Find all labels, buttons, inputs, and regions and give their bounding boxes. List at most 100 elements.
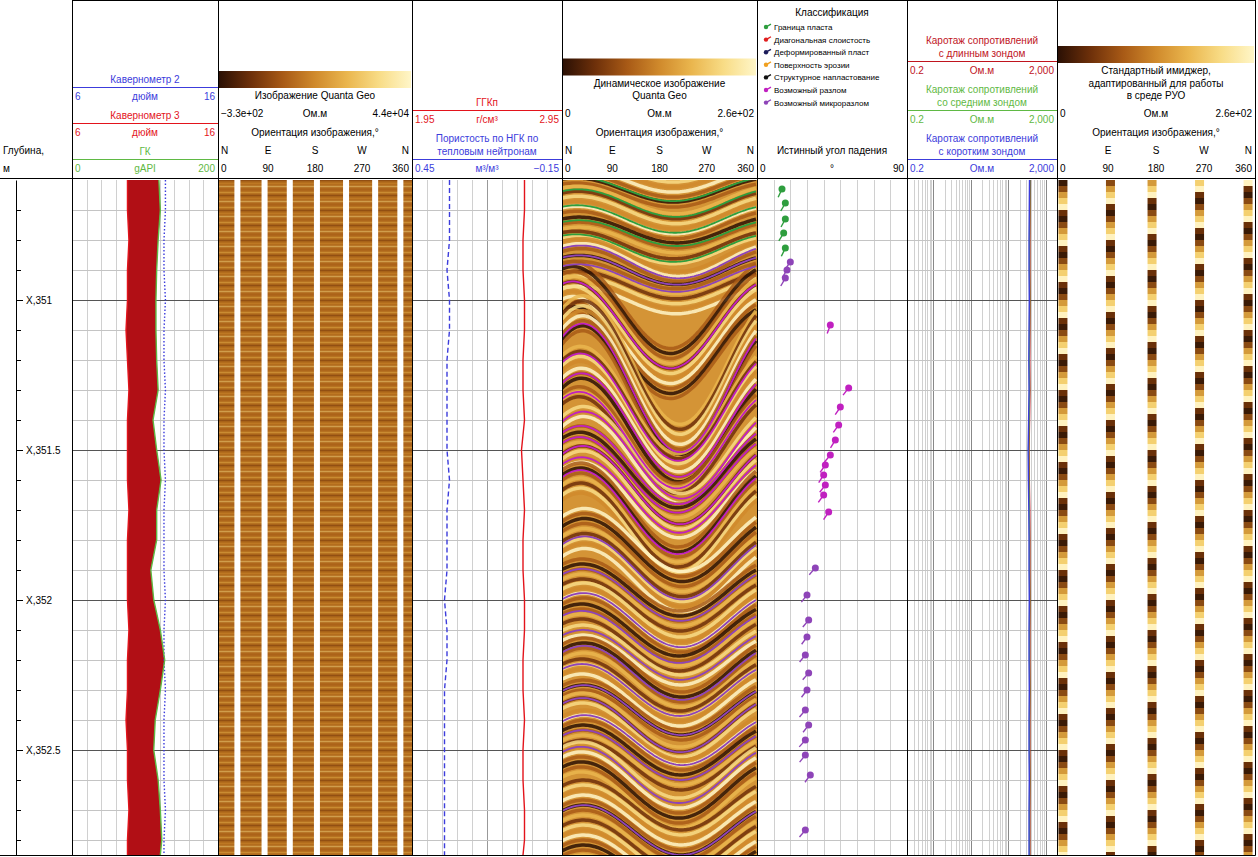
pad-strip bbox=[1195, 228, 1204, 234]
pad-strip bbox=[1195, 408, 1204, 414]
pad-strip bbox=[1195, 504, 1204, 510]
pad-strip bbox=[1148, 600, 1157, 606]
image-log bbox=[562, 180, 757, 855]
dip-sinusoid bbox=[562, 536, 756, 599]
pad-strip bbox=[1195, 756, 1204, 762]
unit: Ом.м bbox=[647, 108, 671, 119]
grid-line bbox=[757, 420, 907, 421]
scale-label: 6 bbox=[75, 91, 81, 102]
tick-mark bbox=[16, 720, 21, 721]
curve bbox=[164, 180, 165, 855]
tick: X,352.5 bbox=[16, 745, 61, 756]
grid-line bbox=[757, 570, 907, 571]
pad-gap bbox=[372, 180, 378, 855]
track-title: Изображение Quanta Geo bbox=[255, 90, 376, 101]
grid-line bbox=[757, 810, 907, 811]
pad-strip bbox=[1195, 582, 1204, 588]
pad-strip bbox=[1148, 612, 1157, 618]
dip-sinusoid bbox=[562, 234, 756, 262]
track-header: 0.22,000Ом.мКаротаж сопротивленийс корот… bbox=[907, 35, 1057, 174]
pad-strip bbox=[1195, 684, 1204, 690]
pad-strip bbox=[1195, 780, 1204, 786]
pad-strip bbox=[1244, 576, 1253, 582]
track-curves: 0.45−0.15м³/м³Пористость по НГК потеплов… bbox=[412, 97, 562, 855]
grid-line bbox=[412, 330, 562, 331]
pad-strip bbox=[1058, 684, 1067, 690]
pad-strip bbox=[1195, 810, 1204, 816]
pad-strip bbox=[1058, 312, 1067, 318]
pad-strip bbox=[1195, 648, 1204, 654]
pad-strip bbox=[1058, 444, 1067, 450]
pad-strip bbox=[1195, 750, 1204, 756]
pad-strip bbox=[1244, 312, 1253, 318]
pad-strip bbox=[1195, 216, 1204, 222]
pad-strip bbox=[1148, 756, 1157, 762]
pad-strip bbox=[1148, 222, 1157, 228]
pad-strip bbox=[1195, 192, 1204, 198]
pad-strip bbox=[1106, 468, 1115, 474]
pad-strip bbox=[1244, 228, 1253, 234]
pad-strip bbox=[1244, 204, 1253, 210]
title-line: с длинным зондом bbox=[939, 48, 1026, 59]
pad-strip bbox=[1244, 834, 1253, 840]
pad-gap bbox=[314, 180, 320, 855]
pad-strip bbox=[1244, 654, 1253, 660]
pad-strip bbox=[1106, 654, 1115, 660]
grid-line bbox=[1000, 180, 1001, 855]
grid-line bbox=[907, 450, 1057, 451]
grid-line bbox=[930, 180, 931, 855]
dip-tadpole bbox=[803, 617, 812, 627]
unit: дюйм bbox=[132, 127, 158, 138]
pad-strip bbox=[1195, 630, 1204, 636]
curve-name: Каротаж сопротивленийс длинным зондом bbox=[926, 35, 1038, 59]
pad-strip bbox=[1195, 402, 1204, 408]
pad-strip bbox=[1058, 498, 1067, 504]
grid-line bbox=[925, 180, 926, 855]
pad-strip bbox=[1244, 180, 1253, 186]
pad-strip bbox=[1244, 324, 1253, 330]
axis-title: Глубина,м bbox=[3, 145, 44, 174]
pad-strip bbox=[1058, 456, 1067, 462]
title-line: Кавернометр 3 bbox=[110, 110, 180, 121]
pad-strip bbox=[1106, 816, 1115, 822]
pad-strip bbox=[1195, 492, 1204, 498]
grid-line bbox=[774, 180, 775, 855]
pad-strip bbox=[1106, 294, 1115, 300]
pad-strip bbox=[1106, 474, 1115, 480]
pad-strip bbox=[1244, 798, 1253, 804]
dip-head bbox=[802, 707, 809, 714]
tick-mark bbox=[16, 780, 21, 781]
pad-strip bbox=[1244, 450, 1253, 456]
tick-mark bbox=[16, 630, 21, 631]
pad-strip bbox=[1148, 336, 1157, 342]
pad-strip bbox=[1195, 672, 1204, 678]
tick-mark bbox=[16, 450, 23, 451]
grid-line bbox=[890, 180, 891, 855]
pad-strip bbox=[1106, 216, 1115, 222]
scale-label: 1.95 bbox=[415, 114, 435, 125]
image-background bbox=[1057, 180, 1255, 855]
pad-strip bbox=[1244, 588, 1253, 594]
pad-strip bbox=[1148, 534, 1157, 540]
pad-strip bbox=[1244, 774, 1253, 780]
pad-strip bbox=[1148, 492, 1157, 498]
pad-strip bbox=[1195, 498, 1204, 504]
pad-strip bbox=[1148, 804, 1157, 810]
pad-strip bbox=[1148, 264, 1157, 270]
pad-strip bbox=[1058, 744, 1067, 750]
scale-label: 2,000 bbox=[1029, 114, 1054, 125]
dip-tadpole bbox=[799, 827, 808, 837]
pad-strip bbox=[1058, 354, 1067, 360]
orientation-label: 180 bbox=[307, 163, 324, 174]
pad-strip bbox=[1106, 762, 1115, 768]
pad-strip bbox=[1058, 768, 1067, 774]
pad-strip bbox=[1148, 450, 1157, 456]
pad-strip bbox=[1148, 828, 1157, 834]
pad-strip bbox=[1106, 546, 1115, 552]
grid-line bbox=[757, 360, 907, 361]
pad-strip bbox=[1058, 180, 1067, 186]
compass-label: S bbox=[1153, 145, 1160, 156]
compass-label: S bbox=[656, 145, 663, 156]
pad-strip bbox=[1106, 810, 1115, 816]
tick: X,351.5 bbox=[16, 445, 61, 456]
